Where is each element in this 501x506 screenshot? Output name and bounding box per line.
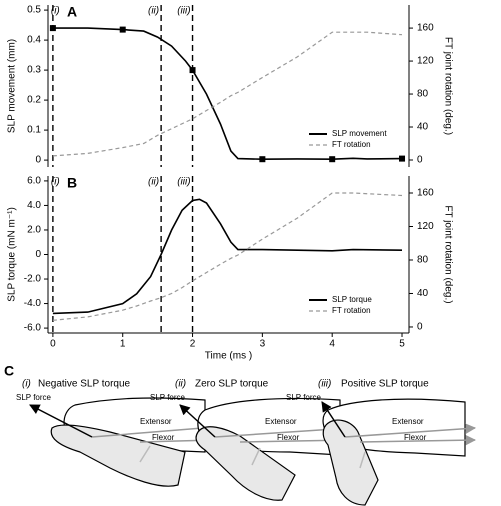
- legend-label: SLP torque: [332, 295, 372, 304]
- case-num: (ii): [175, 379, 186, 390]
- y-tick-label: 0.4: [27, 35, 41, 46]
- panel-label: B: [67, 175, 77, 191]
- flexor-label: Flexor: [404, 433, 427, 442]
- y-tick-label: -4.0: [24, 298, 42, 309]
- y-tick-label: 0: [35, 249, 41, 260]
- y2-tick-label: 40: [417, 288, 429, 299]
- event-label: (iii): [177, 177, 190, 188]
- case-title: Positive SLP torque: [341, 379, 429, 390]
- x-tick-label: 5: [399, 339, 405, 350]
- event-label: (i): [51, 177, 60, 188]
- diagram-iii: (iii) Positive SLP torque SLP force Exte…: [286, 379, 477, 506]
- event-label: (ii): [148, 177, 159, 188]
- panel-label: A: [67, 4, 77, 20]
- legend-label: FT rotation: [332, 140, 371, 149]
- y2-tick-label: 0: [417, 155, 423, 166]
- marker: [49, 25, 56, 32]
- legend-label: SLP movement: [332, 129, 387, 138]
- legend-label: FT rotation: [332, 306, 371, 315]
- y-tick-label: 0.2: [27, 95, 41, 106]
- y-tick-label: 6.0: [27, 176, 41, 187]
- y-tick-label: 4.0: [27, 200, 41, 211]
- case-num: (i): [22, 379, 31, 390]
- marker: [119, 26, 126, 33]
- y-tick-label: 0: [35, 155, 41, 166]
- y2-axis-label: FT joint rotation (deg.): [442, 37, 453, 135]
- x-tick-label: 2: [190, 339, 196, 350]
- y2-tick-label: 160: [417, 23, 434, 34]
- y2-tick-label: 0: [417, 322, 423, 333]
- event-label: (iii): [177, 6, 190, 17]
- y-axis-label: SLP movement (mm): [7, 39, 18, 133]
- series-line: [52, 198, 403, 315]
- y2-tick-label: 120: [417, 56, 434, 67]
- force-label: SLP force: [16, 393, 52, 402]
- event-label: (ii): [148, 6, 159, 17]
- case-title: Zero SLP torque: [195, 379, 269, 390]
- flexor-label: Flexor: [152, 433, 175, 442]
- case-num: (iii): [318, 379, 331, 390]
- x-tick-label: 3: [260, 339, 266, 350]
- y-axis-label: SLP torque (mN m⁻¹): [7, 207, 18, 302]
- y2-tick-label: 80: [417, 255, 429, 266]
- y2-tick-label: 160: [417, 188, 434, 199]
- x-axis-label: Time (ms ): [205, 351, 252, 362]
- event-label: (i): [51, 6, 60, 17]
- x-tick-label: 1: [120, 339, 126, 350]
- force-label: SLP force: [286, 393, 322, 402]
- series-line: [52, 31, 403, 157]
- x-tick-label: 0: [50, 339, 56, 350]
- x-tick-label: 4: [329, 339, 335, 350]
- y-tick-label: 0.1: [27, 125, 41, 136]
- case-title: Negative SLP torque: [38, 379, 131, 390]
- y-tick-label: -6.0: [24, 323, 42, 334]
- panel-label: C: [4, 363, 14, 379]
- extensor-label: Extensor: [392, 417, 424, 426]
- y-tick-label: 0.3: [27, 65, 41, 76]
- series-line: [52, 192, 403, 321]
- marker: [329, 156, 336, 163]
- flexor-label: Flexor: [277, 433, 300, 442]
- series-line: [52, 27, 403, 161]
- y-tick-label: 0.5: [27, 5, 41, 16]
- extensor-label: Extensor: [140, 417, 172, 426]
- force-label: SLP force: [150, 393, 186, 402]
- marker: [189, 67, 196, 74]
- extensor-label: Extensor: [265, 417, 297, 426]
- y-tick-label: 2.0: [27, 225, 41, 236]
- y-tick-label: -2.0: [24, 274, 42, 285]
- marker: [399, 155, 406, 162]
- y2-tick-label: 120: [417, 221, 434, 232]
- y2-tick-label: 40: [417, 122, 429, 133]
- marker: [259, 156, 266, 163]
- y2-tick-label: 80: [417, 89, 429, 100]
- y2-axis-label: FT joint rotation (deg.): [442, 205, 453, 303]
- diagram-i: (i) Negative SLP torque SLP force Extens…: [16, 379, 217, 487]
